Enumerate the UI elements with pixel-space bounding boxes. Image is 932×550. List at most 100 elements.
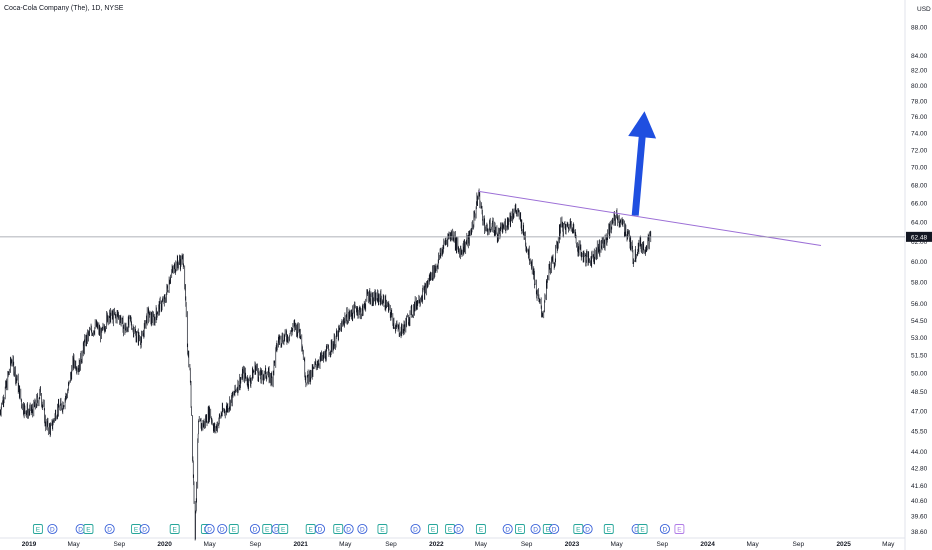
dividend-letter: D <box>360 526 365 533</box>
earnings-letter: E <box>281 526 286 533</box>
time-tick-label: 2025 <box>836 541 851 548</box>
earnings-letter: E <box>607 526 612 533</box>
earnings-badge <box>475 524 486 534</box>
price-tick-label: 38.60 <box>911 529 928 536</box>
earnings-marker: E <box>428 524 438 534</box>
earnings-marker: E <box>83 524 94 534</box>
dividend-letter: D <box>220 526 225 533</box>
price-tick-label: 66.00 <box>911 201 928 208</box>
price-tick-label: 58.00 <box>911 280 928 287</box>
time-tick-label: 2022 <box>429 541 444 548</box>
time-tick-label: May <box>339 541 352 548</box>
dividend-marker: D <box>204 523 215 535</box>
earnings-badge <box>515 524 525 534</box>
earnings-marker: E <box>131 524 141 534</box>
price-tick-label: 48.50 <box>911 389 928 396</box>
earnings-marker: E <box>32 524 43 534</box>
time-tick-label: Sep <box>385 541 397 548</box>
dividend-marker: D <box>217 523 228 535</box>
earnings-letter: E <box>677 526 682 533</box>
earnings-letter: E <box>36 526 41 533</box>
earnings-badge <box>228 524 239 534</box>
currency-label: USD <box>917 6 931 13</box>
earnings-marker: E <box>262 524 273 534</box>
dividend-badge <box>47 523 58 535</box>
dividend-badge <box>357 523 368 535</box>
last-price-label: 62.48 <box>911 234 928 241</box>
dividend-badge <box>249 523 261 535</box>
dividend-badge <box>139 523 150 535</box>
price-series <box>0 188 652 541</box>
time-tick-label: Sep <box>521 541 533 548</box>
dividend-marker: D <box>502 523 513 535</box>
earnings-marker: E <box>637 524 648 534</box>
earnings-badge <box>83 524 94 534</box>
dividend-letter: D <box>533 526 538 533</box>
price-tick-label: 50.00 <box>911 371 928 378</box>
trendline <box>478 190 822 247</box>
earnings-letter: E <box>380 526 385 533</box>
earnings-letter: E <box>479 526 484 533</box>
dividend-badge <box>204 523 215 535</box>
earnings-marker: E <box>169 524 180 534</box>
earnings-letter: E <box>576 526 581 533</box>
last-price-marker: 62.48 <box>0 231 932 242</box>
dividend-badge <box>659 523 670 535</box>
dividend-letter: D <box>413 526 418 533</box>
dividend-letter: D <box>78 526 83 533</box>
earnings-marker: E <box>305 524 316 534</box>
dividend-letter: D <box>50 526 55 533</box>
dividend-letter: D <box>142 526 147 533</box>
price-tick-label: 39.60 <box>911 513 928 520</box>
dividend-badge <box>582 523 593 535</box>
earnings-letter: E <box>309 526 314 533</box>
time-tick-label: Sep <box>657 541 669 548</box>
earnings-letter: E <box>431 526 436 533</box>
time-tick-label: 2023 <box>565 541 580 548</box>
earnings-badge <box>169 524 180 534</box>
time-tick-label: 2021 <box>293 541 308 548</box>
earnings-letter: E <box>232 526 237 533</box>
dividend-badge <box>314 523 326 535</box>
earnings-letter: E <box>173 526 178 533</box>
price-tick-label: 84.00 <box>911 53 928 60</box>
price-tick-label: 42.80 <box>911 466 928 473</box>
price-tick-label: 64.00 <box>911 219 928 226</box>
drawings-layer <box>478 111 822 247</box>
dividend-badge <box>343 523 354 535</box>
dividend-badge <box>530 523 541 535</box>
dividend-letter: D <box>663 526 668 533</box>
dividend-marker: D <box>530 523 541 535</box>
dividend-badge <box>217 523 228 535</box>
dividend-marker: D <box>47 523 58 535</box>
dividend-letter: D <box>207 526 212 533</box>
chart-title: Coca-Cola Company (The), 1D, NYSE <box>4 5 124 12</box>
price-tick-label: 51.50 <box>911 352 928 359</box>
dividend-badge <box>453 523 464 535</box>
dividend-letter: D <box>456 526 461 533</box>
dividend-letter: D <box>505 526 510 533</box>
time-tick-label: Sep <box>250 541 262 548</box>
price-tick-label: 78.00 <box>911 98 928 105</box>
price-tick-label: 53.00 <box>911 335 928 342</box>
time-tick-label: 2024 <box>700 541 715 548</box>
dividend-letter: D <box>274 526 279 533</box>
price-tick-label: 62.00 <box>911 239 928 246</box>
time-axis[interactable]: 2019 May Sep 2020 May Sep 2021 May Sep 2022 May Sep… <box>22 541 895 548</box>
earnings-letter: E <box>86 526 91 533</box>
time-tick-label: May <box>882 541 895 548</box>
dividend-letter: D <box>634 526 639 533</box>
price-tick-label: 41.60 <box>911 483 928 490</box>
up-arrow <box>628 111 657 216</box>
earnings-letter: E <box>448 526 453 533</box>
dividend-marker: D <box>659 523 670 535</box>
time-tick-label: 2020 <box>157 541 172 548</box>
time-tick-label: May <box>67 541 80 548</box>
dividend-marker: D <box>343 523 354 535</box>
price-tick-label: 68.00 <box>911 182 928 189</box>
earnings-marker: E <box>228 524 239 534</box>
earnings-letter: E <box>336 526 341 533</box>
earnings-badge <box>32 524 43 534</box>
